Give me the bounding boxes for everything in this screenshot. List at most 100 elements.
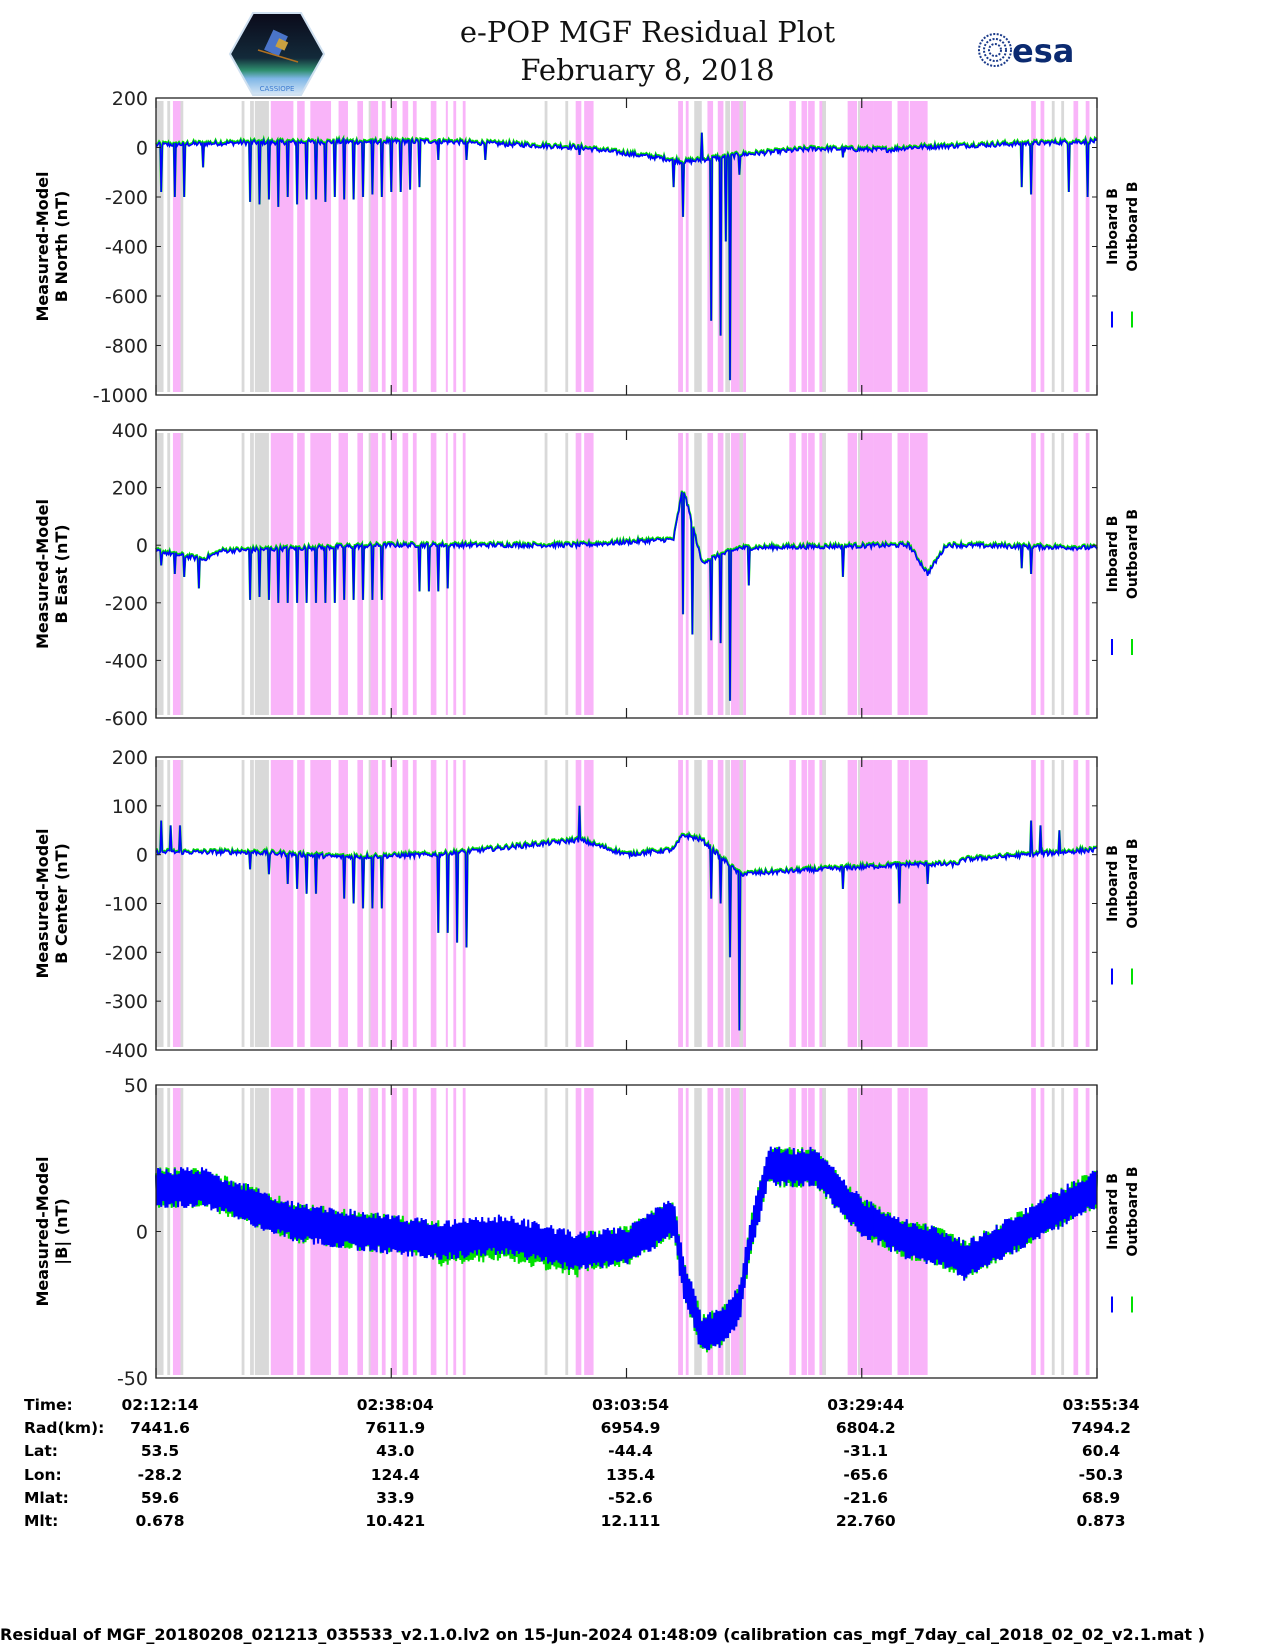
pink-interval-band (462, 101, 466, 392)
y-axis-label-line: Measured-Model (33, 171, 52, 321)
y-axis-label-line: B East (nT) (52, 524, 71, 623)
pink-interval-band (370, 433, 379, 715)
y-axis-label: Measured-Model|B| (nT) (33, 1156, 72, 1306)
pink-interval-band (357, 101, 364, 392)
pink-interval-band (707, 760, 714, 1047)
pink-interval-band (453, 760, 457, 1047)
gray-interval-band (180, 1088, 184, 1375)
legend-outboard-label: Outboard B (1125, 181, 1141, 271)
pink-interval-band (391, 760, 397, 1047)
pink-interval-band (819, 433, 823, 715)
y-tick-label: -300 (105, 991, 148, 1013)
y-tick-label: -200 (105, 942, 148, 964)
orbit-row-value: 7494.2 (1071, 1419, 1131, 1438)
pink-interval-band (402, 760, 409, 1047)
pink-interval-band (730, 760, 740, 1047)
orbit-row-value: 7611.9 (365, 1419, 426, 1438)
gray-interval-band (544, 101, 548, 392)
pink-interval-band (808, 1088, 815, 1375)
gray-interval-band (694, 433, 702, 715)
orbit-row-value: -50.3 (1078, 1465, 1124, 1484)
panel-2: 400 200 0 -200 -400 -600 Measured-ModelB East … (33, 420, 1141, 730)
orbit-row-value: 135.4 (605, 1465, 656, 1484)
pink-interval-band (847, 1088, 858, 1375)
gray-interval-band (254, 760, 269, 1047)
pink-interval-band (801, 101, 808, 392)
pink-interval-band (172, 1088, 181, 1375)
pink-interval-band (859, 760, 874, 1047)
y-tick-label: 200 (112, 88, 148, 110)
gray-interval-band (368, 433, 372, 715)
orbit-row-label: Lat: (24, 1442, 58, 1461)
pink-interval-band (685, 101, 689, 392)
gray-interval-band (565, 760, 569, 1047)
gray-interval-band (180, 760, 184, 1047)
gray-interval-band (1061, 760, 1065, 1047)
inboard-b-series (155, 1146, 1098, 1351)
gray-interval-band (694, 1088, 702, 1375)
pink-interval-band (1040, 760, 1045, 1047)
pink-interval-band (819, 760, 823, 1047)
pink-interval-band (462, 433, 466, 715)
orbit-row-value: 02:38:04 (356, 1396, 434, 1414)
pink-interval-band (370, 760, 379, 1047)
y-tick-label: -600 (105, 286, 148, 308)
pink-interval-band (430, 101, 437, 392)
gray-interval-band (1061, 101, 1065, 392)
y-tick-label: 200 (112, 478, 148, 500)
footer-caption: Residual of MGF_20180208_021213_035533_v… (0, 1625, 1205, 1644)
y-tick-label: -200 (105, 187, 148, 209)
pink-interval-band (1085, 433, 1090, 715)
pink-interval-band (430, 760, 437, 1047)
orbit-row-value: -31.1 (843, 1442, 889, 1461)
pink-interval-band (575, 1088, 582, 1375)
panel-3: 200 100 0 -100 -200 -300 -400 Measured-ModelB C… (33, 747, 1141, 1062)
pink-interval-band (412, 433, 417, 715)
gray-interval-band (254, 433, 269, 715)
cassiope-caption: CASSIOPE (260, 85, 295, 93)
pink-interval-band (338, 101, 348, 392)
pink-interval-band (453, 101, 457, 392)
pink-interval-band (575, 760, 582, 1047)
y-tick-label: -50 (117, 1368, 148, 1390)
y-tick-label: -400 (105, 237, 148, 259)
pink-interval-band (584, 433, 594, 715)
pink-interval-band (310, 433, 332, 715)
pink-interval-band (270, 760, 294, 1047)
pink-interval-band (743, 1088, 747, 1375)
legend-inboard-label: Inboard B (1105, 845, 1121, 922)
orbit-row-value: 59.6 (140, 1488, 180, 1507)
pink-interval-band (801, 1088, 808, 1375)
pink-interval-band (575, 433, 582, 715)
orbit-row-value: -44.4 (608, 1442, 653, 1461)
pink-interval-band (430, 433, 437, 715)
pink-interval-band (707, 1088, 714, 1375)
gray-interval-band (1051, 101, 1055, 392)
pink-interval-band (730, 101, 740, 392)
orbit-row-value: 03:03:54 (591, 1396, 670, 1414)
pink-interval-band (1031, 101, 1036, 392)
gray-interval-band (241, 760, 245, 1047)
orbit-row-value: 33.9 (376, 1488, 415, 1507)
outboard-b-series (155, 1147, 1098, 1353)
orbit-row-value: 03:29:44 (827, 1396, 905, 1414)
pink-interval-band (678, 760, 683, 1047)
y-tick-label: -800 (105, 336, 148, 358)
pink-interval-band (808, 760, 815, 1047)
pink-interval-band (808, 101, 815, 392)
gray-interval-band (544, 433, 548, 715)
legend-outboard-label: Outboard B (1125, 838, 1141, 928)
y-tick-label: 0 (136, 138, 148, 160)
pink-interval-band (381, 101, 386, 392)
pink-interval-band (685, 433, 689, 715)
gray-interval-band (820, 1088, 826, 1375)
pink-interval-band (819, 101, 823, 392)
pink-interval-band (730, 433, 740, 715)
gray-interval-band (241, 433, 245, 715)
pink-interval-band (678, 433, 683, 715)
pink-interval-band (859, 101, 874, 392)
legend-inboard-label: Inboard B (1105, 1173, 1121, 1250)
pink-interval-band (462, 760, 466, 1047)
pink-interval-band (801, 760, 808, 1047)
pink-interval-band (1073, 1088, 1079, 1375)
